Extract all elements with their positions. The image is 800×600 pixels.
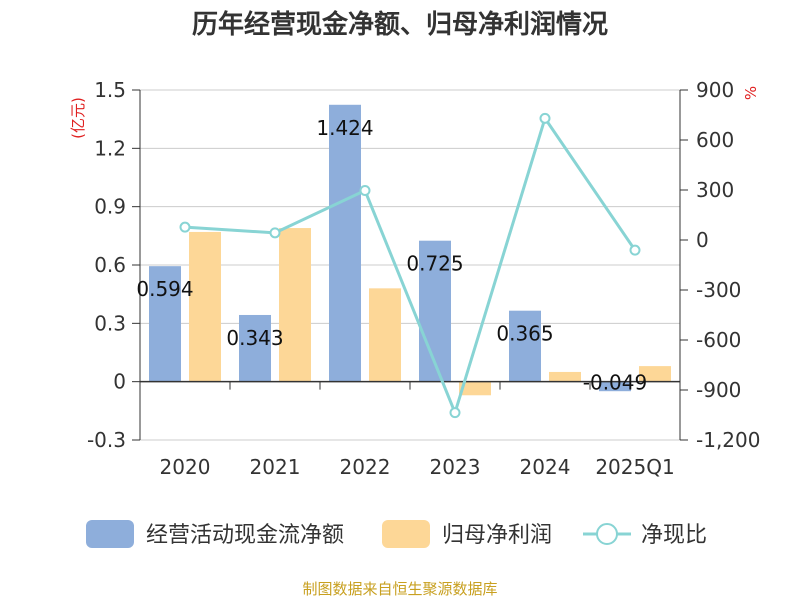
legend-circle-icon [596,523,618,545]
legend-swatch [86,520,134,548]
left-axis-tick-label: 1.5 [94,78,126,102]
net-profit-bar-2020 [189,231,221,382]
x-axis-category-label: 2020 [160,455,211,479]
cashflow-bar-2023 [419,240,451,382]
left-axis-tick-label: 0.3 [94,311,126,335]
cashflow-data-label-2020: 0.594 [136,277,193,301]
x-axis-category-label: 2023 [430,455,481,479]
right-axis-tick-label: -600 [696,328,741,352]
cashflow-bar-2025q1 [599,381,631,392]
net-profit-bar-2023 [459,381,491,396]
cash-ratio-point-2020 [179,221,191,233]
cashflow-bar-2020 [149,266,181,382]
right-axis-tick-label: -300 [696,278,741,302]
cashflow-data-label-2021: 0.343 [226,326,283,350]
right-axis-tick-label: 300 [696,178,734,202]
cash-ratio-point-2023 [449,407,461,419]
cashflow-data-label-2022: 1.424 [316,116,373,140]
left-axis-tick-label: -0.3 [87,428,126,452]
left-axis-tick-label: 0 [113,370,126,394]
left-axis-tick-label: 0.6 [94,253,126,277]
net-profit-bar-2021 [279,228,311,382]
legend-item-net-profit[interactable]: 归母净利润 [382,520,552,548]
axes: 1.5 1.2 0.9 0.6 0.3 0 -0.3 900 600 300 0 -300 -600 -9… [87,78,761,479]
line-layer [179,112,641,419]
cashflow-data-label-2025q1: -0.049 [583,371,647,395]
right-axis-unit: % [742,86,760,100]
net-profit-bar-2022 [369,288,401,382]
cashflow-bar-2024 [509,310,541,382]
net-profit-bar-2025q1 [639,366,671,382]
bar-layer [149,104,671,396]
left-axis-unit: (亿元) [69,97,87,139]
right-axis-tick-label: 0 [696,228,709,252]
right-axis-tick-label: 900 [696,78,734,102]
legend-label: 归母净利润 [442,523,552,548]
cash-ratio-point-2024 [539,112,551,124]
legend: 经营活动现金流净额 归母净利润 净现比 [86,520,707,548]
legend-item-cashflow[interactable]: 经营活动现金流净额 [86,520,344,548]
legend-label: 经营活动现金流净额 [146,523,344,548]
legend-item-cash-ratio[interactable]: 净现比 [583,523,707,548]
cashflow-bar-2021 [239,314,271,382]
legend-label: 净现比 [641,523,707,548]
legend-swatch [382,520,430,548]
x-axis-category-label: 2021 [250,455,301,479]
net-profit-bar-2024 [549,371,581,382]
data-labels: 0.594 0.343 1.424 0.725 0.365 -0.049 [136,116,647,395]
x-axis-category-label: 2025Q1 [595,455,674,479]
x-axis-category-label: 2024 [520,455,571,479]
right-axis-tick-label: -1,200 [696,428,760,452]
cashflow-data-label-2024: 0.365 [496,322,553,346]
cash-ratio-line [184,114,637,418]
cash-ratio-point-2022 [359,185,371,196]
left-axis-tick-label: 0.9 [94,195,126,219]
cash-ratio-point-2025q1 [629,244,641,256]
x-axis-category-label: 2022 [340,455,391,479]
left-axis-tick-label: 1.2 [94,136,126,160]
chart-title: 历年经营现金净额、归母净利润情况 [192,9,608,40]
cash-ratio-point-2021 [269,227,281,239]
right-axis-tick-label: -900 [696,378,741,402]
cashflow-bar-2022 [329,104,361,382]
source-note: 制图数据来自恒生聚源数据库 [302,580,497,598]
right-axis-tick-label: 600 [696,128,734,152]
cashflow-data-label-2023: 0.725 [406,252,463,276]
